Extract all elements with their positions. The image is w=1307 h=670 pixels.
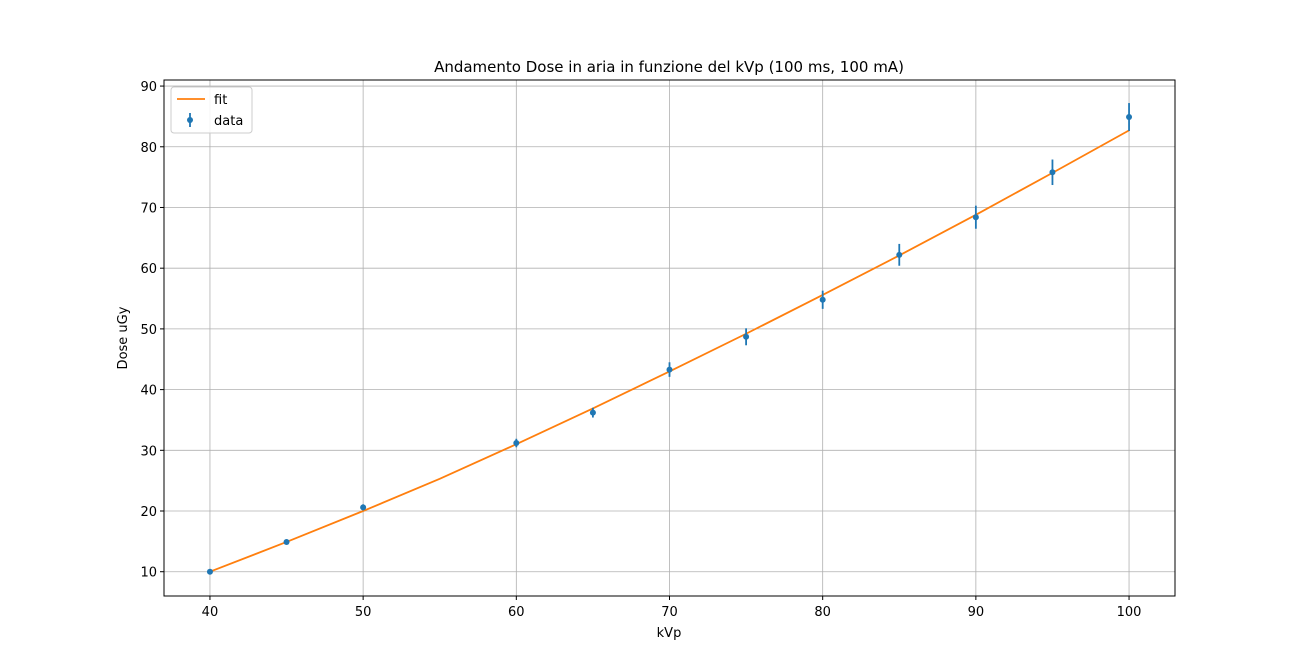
data-point: [666, 366, 673, 373]
data-point: [972, 214, 979, 221]
x-tick-label: 40: [202, 605, 219, 620]
data-point: [743, 333, 750, 340]
y-axis: 10 20 30 40 50 60 70 80 90: [140, 80, 164, 581]
data-point: [896, 251, 903, 258]
y-tick-label: 60: [140, 262, 157, 277]
y-tick-label: 40: [140, 384, 157, 399]
y-tick-label: 50: [140, 323, 157, 338]
x-tick-label: 70: [661, 605, 678, 620]
x-axis-title: kVp: [657, 626, 682, 641]
grid-layer: [164, 80, 1175, 596]
y-tick-label: 20: [140, 505, 157, 520]
y-axis-title: Dose uGy: [116, 306, 131, 369]
x-tick-label: 50: [355, 605, 372, 620]
x-tick-label: 100: [1117, 605, 1142, 620]
data-point: [1126, 114, 1133, 121]
legend: fit data: [170, 86, 253, 134]
legend-data-swatch-marker: [187, 117, 193, 123]
x-tick-label: 80: [814, 605, 831, 620]
y-tick-label: 30: [140, 444, 157, 459]
data-point: [283, 538, 290, 545]
x-tick-label: 90: [968, 605, 985, 620]
data-point: [360, 504, 367, 511]
data-point: [819, 296, 826, 303]
chart-title: Andamento Dose in aria in funzione del k…: [434, 58, 904, 76]
y-tick-label: 80: [140, 141, 157, 156]
data-point: [513, 440, 520, 447]
y-tick-label: 70: [140, 201, 157, 216]
data-point: [589, 409, 596, 416]
data-series: [206, 103, 1133, 575]
y-tick-label: 10: [140, 566, 157, 581]
legend-fit-label: fit: [214, 93, 227, 108]
x-tick-label: 60: [508, 605, 525, 620]
y-tick-label: 90: [140, 80, 157, 95]
data-point: [1049, 169, 1056, 176]
data-point: [206, 568, 213, 575]
legend-data-label: data: [214, 114, 243, 129]
x-axis: 40 50 60 70 80 90 100: [202, 596, 1142, 620]
